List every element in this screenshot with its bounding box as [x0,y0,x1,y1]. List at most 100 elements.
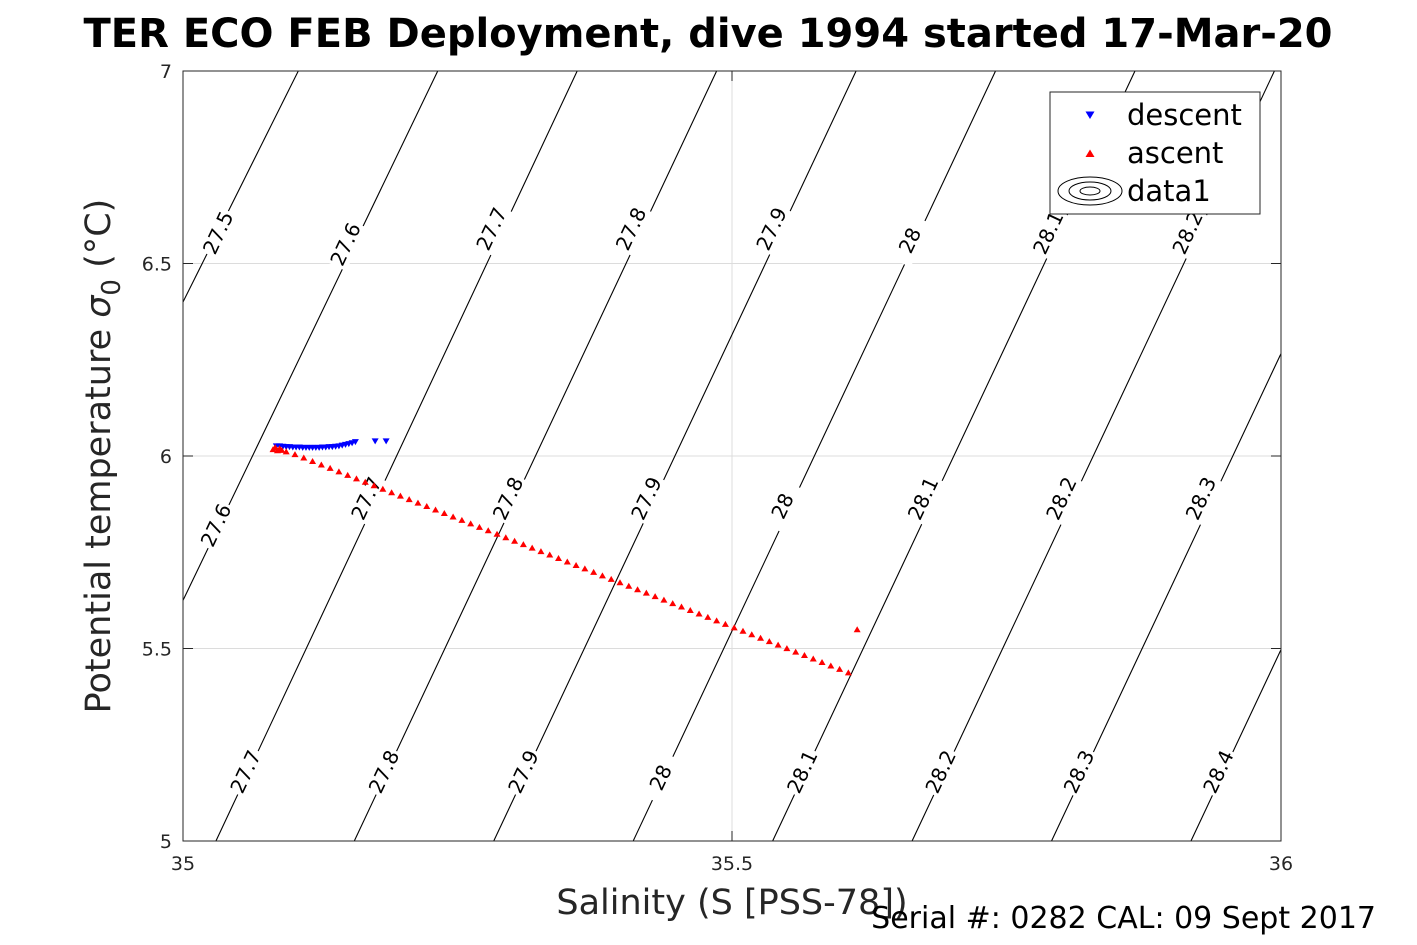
ascent-point [677,603,685,610]
ascent-point [642,589,650,596]
ascent-point [800,652,808,659]
ascent-point [739,627,747,634]
ascent-point [757,634,765,641]
ascent-point [730,624,738,631]
series-descent [272,438,390,451]
ascent-point [493,530,501,537]
ascent-point [396,492,404,499]
ascent-point [853,626,861,633]
y-axis-label-subscript: 0 [97,279,127,296]
ascent-point [783,645,791,652]
y-tick-label: 5 [160,831,172,853]
data-series [269,438,861,676]
ascent-point [844,669,852,676]
legend-data1-contour-icon [1057,176,1123,206]
contour-line-27.9 [493,70,857,842]
ascent-point [352,475,360,482]
contour-label-bg [345,471,388,526]
ascent-point [423,503,431,510]
contour-label-bg [1179,471,1222,526]
footer-serial-cal: Serial #: 0282 CAL: 09 Sept 2017 [871,901,1376,936]
y-tick-label: 5.5 [142,639,172,661]
contour-label-bg [781,744,824,799]
contour-label-bg [486,471,530,526]
contour-line-28 [632,70,997,842]
ascent-point [572,561,580,568]
axes: 35 35.5 36 5 5.5 6 6.5 7 [142,61,1293,875]
contour-label-bg [224,744,267,799]
y-tick-label: 6 [160,446,172,468]
contour-label-bg [639,750,682,805]
contour-label-bg [750,202,793,256]
ascent-point [581,565,589,572]
y-axis-label-unit: (°C) [79,199,119,279]
ascent-point [282,448,290,455]
legend: descent ascent data1 [1049,91,1261,215]
contour-label-bg [609,202,653,256]
contour-label-bg [761,479,804,533]
y-axis-label: Potential temperature σ0 (°C) [79,199,127,714]
contour-label-bg [901,471,945,526]
contour-label-bg [1166,205,1209,260]
contour-label-bg [1057,744,1101,799]
ascent-point [449,513,457,520]
ascent-point [634,586,642,593]
contour-label-bg [888,213,931,268]
ascent-point [278,446,286,453]
ascent-point [836,665,844,672]
descent-point [382,438,390,445]
ascent-point [414,499,422,506]
contour-line-27.5 [182,70,299,303]
ascent-point [713,617,721,624]
ascent-point [484,527,492,534]
ascent-point [300,454,308,461]
ascent-point [827,662,835,669]
ascent-point [379,485,387,492]
ascent-point [809,655,817,662]
ascent-point [625,582,633,589]
contour-line-28.4 [1190,649,1282,842]
contour-label-bg [1197,744,1240,799]
ascent-point [695,610,703,617]
ascent-point [704,613,712,620]
x-tick-label: 36 [1269,853,1293,875]
ascent-point [748,631,756,638]
x-tick-label: 35.5 [711,853,753,875]
descent-point [371,438,379,445]
legend-box [1049,91,1261,215]
ascent-point [440,509,448,516]
contour-label-bg [194,498,238,553]
y-tick-label: 6.5 [142,254,172,276]
ascent-point [598,572,606,579]
ascent-point [370,482,378,489]
ascent-point [467,520,475,527]
x-tick-label: 35 [171,853,195,875]
contour-label-bg [625,471,668,526]
contour-label-bg [919,744,962,799]
ascent-point [326,464,334,471]
ascent-point [686,607,694,613]
contour-label-bg [502,744,545,799]
ascent-point [774,641,782,648]
chart-title: TER ECO FEB Deployment, dive 1994 starte… [83,11,1332,57]
y-tick-label: 7 [160,61,172,83]
contour-line-27.8 [353,70,718,842]
ascent-point [616,579,624,586]
contour-label-bg [362,744,406,799]
ascent-point [721,620,729,627]
ascent-point [344,471,352,478]
ascent-point [511,537,519,544]
ascent-point [361,478,369,485]
legend-descent-marker [1085,111,1095,119]
ascent-point [405,496,413,503]
ascent-point [660,596,668,603]
ascent-point [818,658,826,665]
ascent-point [388,489,396,496]
legend-ascent-marker [1085,149,1095,157]
ascent-point [651,593,659,600]
legend-ascent-label: ascent [1127,136,1223,170]
contour-line-27.7 [215,70,578,842]
contour-label-bg [1027,205,1070,260]
contour-label-bg [324,217,367,272]
ascent-point [563,558,571,565]
